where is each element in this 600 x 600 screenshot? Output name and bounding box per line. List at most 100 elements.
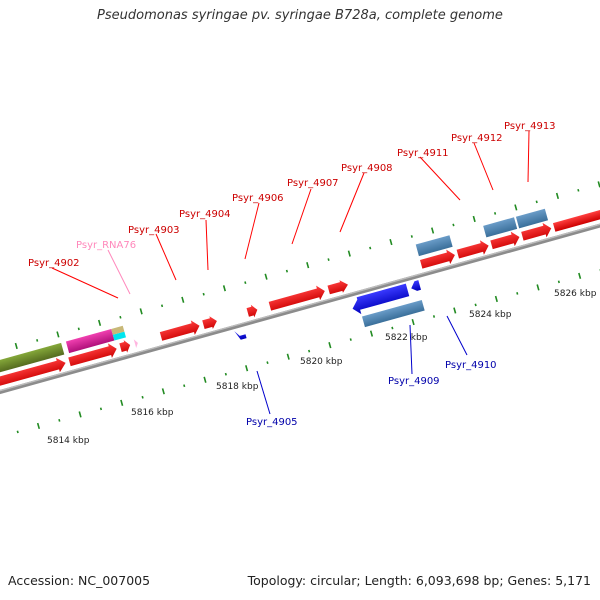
label-psyr-4911[interactable]: Psyr_4911 xyxy=(397,148,449,159)
gene-arrow-4903[interactable] xyxy=(159,319,202,344)
genome-map[interactable]: Psyr_4902 Psyr_RNA76 Psyr_4903 Psyr_4904… xyxy=(0,0,600,560)
gene-arrow-4904[interactable] xyxy=(202,315,219,331)
khaki-feature-bar[interactable] xyxy=(111,325,125,335)
forward-tick xyxy=(202,292,205,296)
callout-line-4912 xyxy=(473,142,494,191)
reverse-tick xyxy=(328,342,332,349)
cds-bar-4912[interactable] xyxy=(483,217,518,238)
forward-tick xyxy=(77,327,80,331)
forward-tick xyxy=(222,285,227,292)
gene-arrow-4909b[interactable] xyxy=(410,280,421,292)
label-psyr-4907[interactable]: Psyr_4907 xyxy=(287,178,339,189)
gene-arrow-4907[interactable] xyxy=(268,284,327,314)
reverse-tick xyxy=(266,361,269,365)
cds-bar-4910[interactable] xyxy=(361,299,425,328)
label-psyr-4910[interactable]: Psyr_4910 xyxy=(445,360,497,371)
gene-arrow-4902b[interactable] xyxy=(119,339,132,354)
genome-title: Pseudomonas syringae pv. syringae B728a,… xyxy=(97,8,503,23)
callout-line-4906 xyxy=(244,202,260,260)
reverse-tick xyxy=(141,395,144,399)
reverse-tick xyxy=(349,338,352,341)
callout-line-4907 xyxy=(291,188,312,245)
forward-tick xyxy=(389,238,393,246)
reverse-tick xyxy=(245,365,249,372)
gene-arrow-4902[interactable] xyxy=(67,342,118,370)
reverse-tick xyxy=(308,349,311,353)
reverse-tick xyxy=(99,407,103,411)
forward-tick xyxy=(327,258,330,261)
label-psyr-4906[interactable]: Psyr_4906 xyxy=(232,193,284,204)
reverse-tick xyxy=(78,411,82,418)
cds-bar-4913[interactable] xyxy=(515,208,549,229)
olive-feature-bar[interactable] xyxy=(0,342,65,380)
label-psyr-4902[interactable]: Psyr_4902 xyxy=(28,258,80,269)
forward-tick xyxy=(452,223,455,227)
reverse-tick xyxy=(286,353,290,360)
callout-line-4909 xyxy=(409,324,413,375)
genome-backbone-highlight xyxy=(0,219,600,397)
reverse-gene-lane xyxy=(234,280,425,341)
callout-line-rna76 xyxy=(107,249,131,295)
forward-tick xyxy=(410,235,413,238)
gene-arrow-4914[interactable] xyxy=(520,221,553,243)
reverse-tick xyxy=(536,284,540,291)
reverse-tick xyxy=(183,384,186,388)
reverse-tick xyxy=(120,399,124,406)
gene-arrow-4905[interactable] xyxy=(234,329,247,341)
tick-row-forward xyxy=(14,181,600,350)
callout-line-4904 xyxy=(205,219,209,271)
scale-label-5820: 5820 kbp xyxy=(300,357,343,367)
accession-text: Accession: NC_007005 xyxy=(8,573,151,588)
forward-tick xyxy=(577,188,580,192)
callout-line-4903 xyxy=(155,233,177,281)
gene-arrow-4912[interactable] xyxy=(456,238,491,261)
forward-tick xyxy=(555,192,560,199)
callout-line-4902 xyxy=(51,267,119,299)
reverse-tick xyxy=(203,376,207,383)
reverse-tick xyxy=(494,295,498,303)
gene-arrow-4901[interactable] xyxy=(0,356,68,395)
scale-label-5822: 5822 kbp xyxy=(385,333,428,343)
callout-line-4910 xyxy=(446,315,468,356)
forward-tick xyxy=(181,296,185,303)
gene-arrow-4908[interactable] xyxy=(327,278,350,296)
scale-label-5826: 5826 kbp xyxy=(554,289,597,299)
forward-tick xyxy=(285,269,289,273)
forward-tick xyxy=(472,215,476,223)
reverse-tick xyxy=(161,388,165,395)
reverse-tick xyxy=(578,272,582,279)
reverse-tick xyxy=(58,419,61,422)
forward-tick xyxy=(535,200,538,204)
reverse-tick xyxy=(16,430,19,434)
scale-label-5818: 5818 kbp xyxy=(216,382,259,392)
rna-arrow-76[interactable] xyxy=(133,339,139,349)
label-psyr-4912[interactable]: Psyr_4912 xyxy=(451,133,503,144)
cyan-feature-bar[interactable] xyxy=(112,331,126,341)
gene-arrow-4911[interactable] xyxy=(419,248,457,272)
callout-line-4911 xyxy=(419,156,461,201)
label-psyr-4909[interactable]: Psyr_4909 xyxy=(388,376,440,387)
label-psyr-4905[interactable]: Psyr_4905 xyxy=(246,417,298,428)
label-psyr-4904[interactable]: Psyr_4904 xyxy=(179,209,231,220)
gene-arrow-4906[interactable] xyxy=(246,303,259,318)
label-psyr-4903[interactable]: Psyr_4903 xyxy=(128,225,180,236)
forward-tick xyxy=(244,281,247,285)
tick-row-reverse xyxy=(16,268,600,434)
reverse-tick xyxy=(557,280,560,284)
reverse-tick xyxy=(474,303,477,307)
forward-tick xyxy=(139,308,143,315)
magenta-feature-bar[interactable] xyxy=(65,328,115,354)
gene-arrow-4909[interactable] xyxy=(350,283,411,316)
label-psyr-4913[interactable]: Psyr_4913 xyxy=(504,121,556,132)
forward-tick xyxy=(119,315,122,319)
gene-callouts: Psyr_4902 Psyr_RNA76 Psyr_4903 Psyr_4904… xyxy=(28,121,556,428)
cds-bar-4911[interactable] xyxy=(415,235,453,257)
reverse-tick xyxy=(36,422,41,430)
label-psyr-rna76[interactable]: Psyr_RNA76 xyxy=(76,240,136,251)
forward-tick xyxy=(36,339,39,342)
reverse-tick xyxy=(411,318,415,326)
forward-tick xyxy=(160,304,164,308)
gene-arrow-4913[interactable] xyxy=(490,230,522,252)
callout-line-4913 xyxy=(527,130,530,183)
label-psyr-4908[interactable]: Psyr_4908 xyxy=(341,163,393,174)
